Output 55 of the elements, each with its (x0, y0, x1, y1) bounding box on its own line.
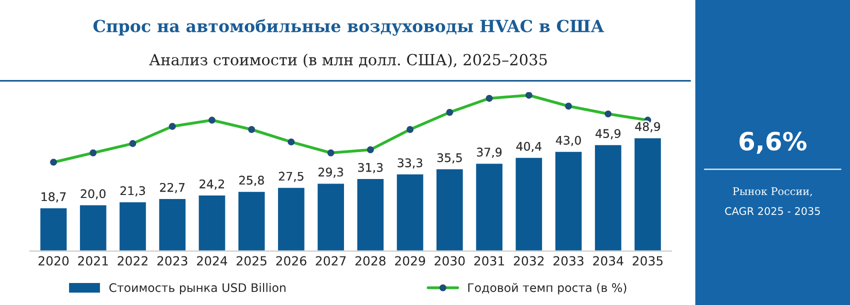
bar (316, 182, 346, 252)
data-label: 27,5 (278, 172, 304, 182)
x-tick-label: 2023 (157, 256, 188, 266)
legend-label: Годовой темп роста (в %) (468, 282, 626, 294)
bar (514, 156, 544, 252)
bar (395, 173, 425, 252)
bar (356, 178, 385, 252)
data-label: 33,3 (398, 158, 422, 168)
chart-subtitle: Анализ стоимости (в млн долл. США), 2025–2035 (149, 54, 547, 68)
data-label: 20,0 (80, 189, 106, 200)
data-label: 21,3 (120, 186, 145, 196)
x-tick-label: 2035 (632, 256, 663, 266)
bar (38, 206, 68, 252)
x-tick-label: 2021 (78, 256, 108, 266)
bar (594, 144, 623, 252)
bar (197, 194, 227, 252)
x-tick-label: 2026 (276, 256, 306, 266)
data-label: 22,7 (160, 182, 184, 194)
x-tick-label: 2029 (395, 256, 426, 266)
text: Рынок России, (732, 187, 812, 196)
data-label: 24,2 (200, 179, 224, 190)
x-tick-label: 2028 (355, 256, 386, 266)
data-label: 40,4 (516, 142, 542, 152)
bar (237, 190, 266, 252)
data-label: 31,3 (358, 162, 383, 174)
bar (474, 162, 504, 252)
bar (118, 200, 148, 252)
x-tick-label: 2034 (593, 256, 624, 266)
x-tick-label: 2020 (38, 256, 69, 266)
x-tick-label: 2024 (196, 256, 228, 266)
chart-title: Спрос на автомобильные воздуховоды HVAC в США (93, 19, 604, 36)
data-label: 25,8 (239, 176, 264, 186)
legend-label: Стоимость рынка USD Billion (109, 282, 286, 294)
bar (276, 186, 306, 252)
text: CAGR 2025 - 2035 (725, 207, 820, 215)
x-tick-label: 2030 (434, 256, 465, 266)
x-tick-label: 2027 (316, 256, 346, 266)
bar (554, 150, 584, 252)
bar (633, 136, 662, 252)
x-tick-label: 2033 (554, 256, 584, 266)
data-label: 48,9 (635, 122, 660, 132)
data-label: 35,5 (437, 153, 462, 164)
bar (435, 168, 464, 252)
x-tick-label: 2031 (474, 256, 504, 266)
x-tick-label: 2022 (118, 256, 148, 266)
data-label: 18,7 (42, 192, 66, 202)
bar (158, 198, 187, 252)
data-label: 45,9 (596, 129, 620, 140)
text: 6,6% (740, 132, 807, 154)
data-label: 29,3 (318, 168, 344, 178)
bar (78, 204, 108, 252)
data-label: 43,0 (556, 136, 581, 146)
x-tick-label: 2025 (236, 256, 266, 266)
x-tick-label: 2032 (514, 256, 544, 266)
data-label: 37,9 (477, 148, 502, 158)
